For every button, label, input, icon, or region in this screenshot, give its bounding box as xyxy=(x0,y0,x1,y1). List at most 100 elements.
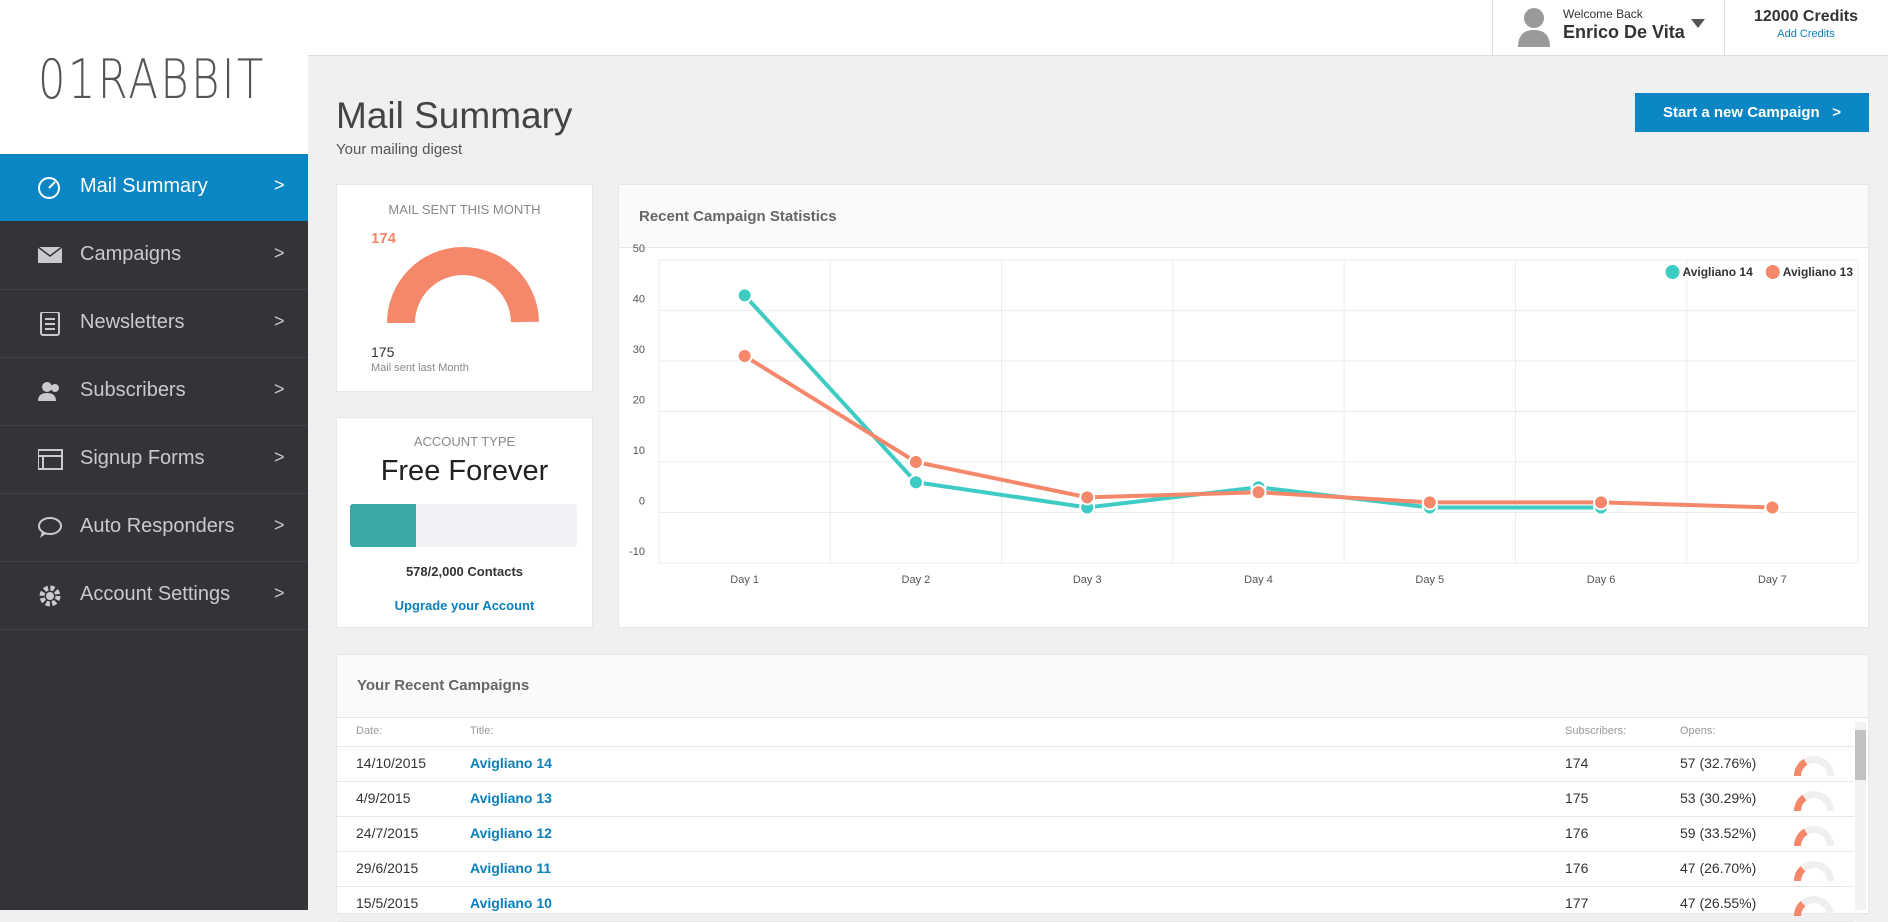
x-tick-label: Day 3 xyxy=(1073,574,1102,586)
mini-gauge-fill xyxy=(1794,794,1807,811)
scroll-thumb[interactable] xyxy=(1855,730,1866,780)
menu-label[interactable]: Mail Summary xyxy=(80,175,208,197)
cell-title[interactable]: Avigliano 10 xyxy=(470,895,552,911)
cell-subscribers: 176 xyxy=(1565,860,1589,876)
menu-chevron[interactable]: > xyxy=(274,175,285,195)
y-tick-label: 40 xyxy=(633,294,645,306)
menu-item[interactable]: Campaigns > xyxy=(0,222,308,290)
y-tick-label: 0 xyxy=(639,496,645,508)
cell-opens: 47 (26.55%) xyxy=(1680,895,1757,911)
upgrade-link[interactable]: Upgrade your Account xyxy=(394,598,535,613)
cell-opens: 57 (32.76%) xyxy=(1680,755,1757,771)
progress-fill xyxy=(350,504,416,547)
y-tick-label: 50 xyxy=(633,243,645,255)
data-point xyxy=(1079,489,1096,506)
mail-sent-card xyxy=(336,184,593,392)
menu-icon xyxy=(38,517,62,538)
row-separator xyxy=(337,746,1854,747)
menu-chevron[interactable]: > xyxy=(274,583,285,603)
logo: 01RABBIT xyxy=(38,48,266,111)
menu-label[interactable]: Account Settings xyxy=(80,583,231,605)
mini-gauge-track xyxy=(1794,896,1834,916)
add-credits[interactable]: Add Credits xyxy=(1777,28,1835,40)
chart-header xyxy=(619,185,1868,248)
menu-icon xyxy=(38,449,63,470)
mini-gauge xyxy=(1794,756,1834,776)
menu-label[interactable]: Subscribers xyxy=(80,379,186,401)
data-point xyxy=(1764,499,1781,516)
last-month-label: Mail sent last Month xyxy=(371,362,469,374)
menu-icon xyxy=(40,312,60,336)
last-month-value: 175 xyxy=(371,344,395,360)
x-tick-label: Day 7 xyxy=(1758,574,1787,586)
data-point xyxy=(736,347,753,364)
row-separator xyxy=(337,781,1854,782)
dropdown-arrow[interactable] xyxy=(1691,19,1705,29)
row-separator xyxy=(337,816,1854,817)
new-campaign-button[interactable]: Start a new Campaign > xyxy=(1635,93,1869,132)
top-bar xyxy=(308,0,1888,56)
legend-swatch xyxy=(1665,265,1680,279)
y-tick-label: 30 xyxy=(633,344,645,356)
cell-date: 14/10/2015 xyxy=(356,755,427,771)
menu-item[interactable]: Newsletters > xyxy=(0,290,308,358)
mini-gauge-track xyxy=(1794,861,1834,881)
menu-item[interactable]: Signup Forms > xyxy=(0,426,308,494)
user-name[interactable]: Enrico De Vita xyxy=(1563,22,1685,42)
menu-chevron[interactable]: > xyxy=(274,515,285,535)
menu-chevron[interactable]: > xyxy=(274,243,285,263)
gauge-fill xyxy=(387,247,539,323)
cell-title[interactable]: Avigliano 11 xyxy=(470,860,552,876)
data-point xyxy=(1593,494,1610,511)
cell-date: 29/6/2015 xyxy=(356,860,419,876)
data-point xyxy=(1421,494,1438,511)
card-title: ACCOUNT TYPE xyxy=(413,434,516,449)
menu-icon xyxy=(38,382,59,401)
menu-label[interactable]: Signup Forms xyxy=(80,447,205,469)
cell-date: 15/5/2015 xyxy=(356,895,419,911)
cell-title[interactable]: Avigliano 13 xyxy=(470,790,552,806)
mini-gauge-track xyxy=(1794,791,1834,811)
data-point xyxy=(736,287,753,304)
mini-gauge-fill xyxy=(1794,828,1808,846)
this-month-value: 174 xyxy=(371,230,397,247)
mini-gauge xyxy=(1794,826,1834,846)
menu-item[interactable]: Subscribers > xyxy=(0,358,308,426)
contacts: 578/2,000 Contacts xyxy=(405,564,524,579)
menu-chevron[interactable]: > xyxy=(274,311,285,331)
credits: 12000 Credits xyxy=(1753,8,1859,25)
y-tick-label: -10 xyxy=(629,546,645,558)
menu-icon xyxy=(38,246,63,263)
card-title: MAIL SENT THIS MONTH xyxy=(388,202,541,217)
menu-label[interactable]: Auto Responders xyxy=(80,515,235,537)
column-header: Title: xyxy=(470,725,494,737)
series-line xyxy=(743,293,1602,510)
menu-chevron[interactable]: > xyxy=(274,379,285,399)
menu-item[interactable]: Auto Responders > xyxy=(0,494,308,562)
legend-label: Avigliano 13 xyxy=(1783,265,1854,279)
cell-subscribers: 174 xyxy=(1565,755,1589,771)
cell-opens: 47 (26.70%) xyxy=(1680,860,1757,876)
column-header: Date: xyxy=(356,725,383,737)
data-point xyxy=(907,454,924,470)
legend-label: Avigliano 14 xyxy=(1683,265,1754,279)
cell-title[interactable]: Avigliano 14 xyxy=(470,755,552,771)
chart: -10 0 10 20 30 40 50 Day 1 Day 2 Day 3 Day 4 Day 5 D… xyxy=(629,243,1859,586)
cell-opens: 59 (33.52%) xyxy=(1680,825,1757,841)
menu-chevron[interactable]: > xyxy=(274,447,285,467)
row-separator xyxy=(337,851,1854,852)
y-tick-label: 10 xyxy=(633,445,645,457)
menu-label[interactable]: Campaigns xyxy=(80,243,182,265)
cell-title[interactable]: Avigliano 12 xyxy=(470,825,552,841)
menu-icon xyxy=(39,585,61,607)
x-tick-label: Day 4 xyxy=(1244,574,1273,586)
mini-gauge-fill xyxy=(1794,758,1808,776)
menu-label[interactable]: Newsletters xyxy=(80,311,185,333)
x-tick-label: Day 2 xyxy=(902,574,931,586)
scrollbar[interactable] xyxy=(1855,722,1866,910)
menu-item[interactable]: Account Settings > xyxy=(0,562,308,630)
data-point xyxy=(1250,484,1267,501)
menu-item[interactable]: Mail Summary > xyxy=(0,154,308,221)
chart-title: Recent Campaign Statistics xyxy=(639,208,837,225)
